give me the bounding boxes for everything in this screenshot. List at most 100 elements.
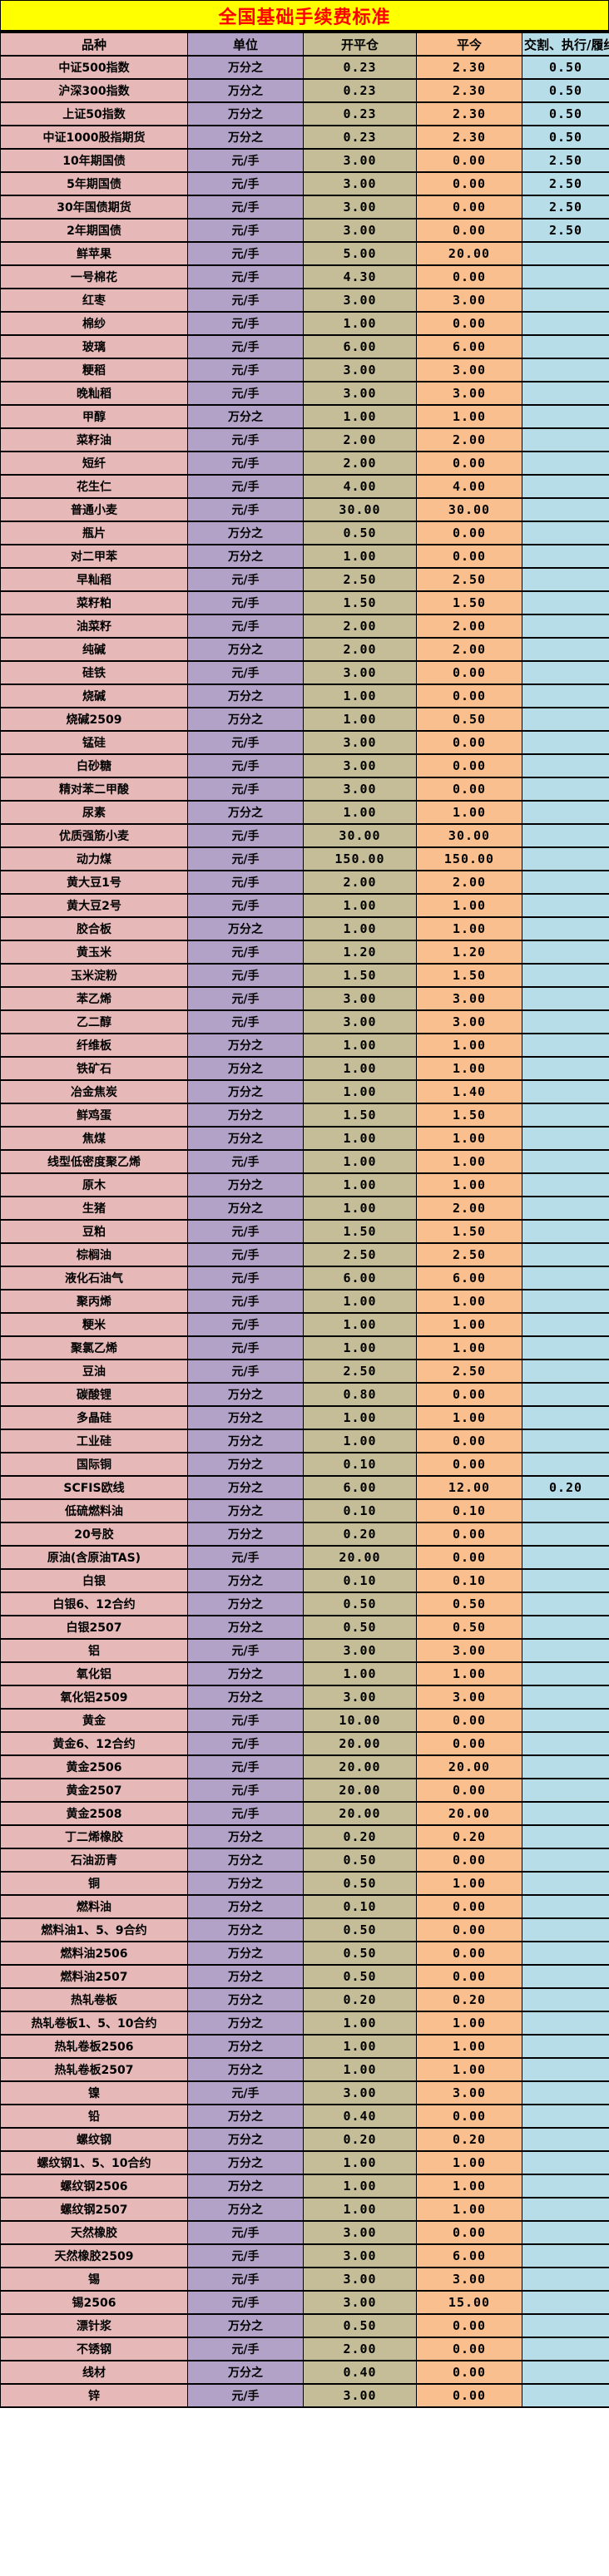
product-cell: 锡 xyxy=(0,2267,188,2292)
product-cell: 冶金焦炭 xyxy=(0,1079,188,1104)
open-close-fee-cell: 0.10 xyxy=(303,1498,417,1523)
delivery-fee-cell xyxy=(522,777,609,802)
table-row: 一号棉花 元/手 4.30 0.00 xyxy=(0,264,609,289)
table-row: 热轧卷板2506 万分之 1.00 1.00 xyxy=(0,2034,609,2059)
table-row: 烧碱 万分之 1.00 0.00 xyxy=(0,683,609,708)
unit-cell: 万分之 xyxy=(187,2104,304,2129)
close-today-fee-cell: 3.00 xyxy=(416,986,522,1011)
product-cell: 纤维板 xyxy=(0,1033,188,1058)
table-row: 锌 元/手 3.00 0.00 xyxy=(0,2383,609,2408)
open-close-fee-cell: 30.00 xyxy=(303,823,417,848)
product-cell: 天然橡胶2509 xyxy=(0,2243,188,2268)
open-close-fee-cell: 0.50 xyxy=(303,1591,417,1616)
delivery-fee-cell xyxy=(522,1545,609,1570)
delivery-fee-cell: 2.50 xyxy=(522,148,609,173)
table-row: 铁矿石 万分之 1.00 1.00 xyxy=(0,1056,609,1081)
open-close-fee-cell: 0.23 xyxy=(303,101,417,126)
delivery-fee-cell xyxy=(522,2360,609,2385)
product-cell: 聚丙烯 xyxy=(0,1289,188,1314)
delivery-fee-cell xyxy=(522,2197,609,2222)
product-cell: 一号棉花 xyxy=(0,264,188,289)
product-cell: 白银2507 xyxy=(0,1615,188,1640)
table-row: 动力煤 元/手 150.00 150.00 xyxy=(0,846,609,871)
close-today-fee-cell: 3.00 xyxy=(416,1009,522,1034)
table-row: 菜籽油 元/手 2.00 2.00 xyxy=(0,427,609,452)
delivery-fee-cell: 2.50 xyxy=(522,195,609,220)
close-today-fee-cell: 1.00 xyxy=(416,2174,522,2198)
table-row: 线型低密度聚乙烯 元/手 1.00 1.00 xyxy=(0,1149,609,1174)
open-close-fee-cell: 5.00 xyxy=(303,241,417,266)
unit-cell: 元/手 xyxy=(187,1708,304,1733)
table-row: 10年期国债 元/手 3.00 0.00 2.50 xyxy=(0,148,609,173)
open-close-fee-cell: 20.00 xyxy=(303,1754,417,1779)
product-cell: 菜籽油 xyxy=(0,427,188,452)
close-today-fee-cell: 3.00 xyxy=(416,1685,522,1710)
unit-cell: 万分之 xyxy=(187,2127,304,2152)
table-row: 锡 元/手 3.00 3.00 xyxy=(0,2267,609,2292)
close-today-fee-cell: 6.00 xyxy=(416,1266,522,1290)
delivery-fee-cell xyxy=(522,590,609,615)
close-today-fee-cell: 0.00 xyxy=(416,544,522,569)
close-today-fee-cell: 2.30 xyxy=(416,55,522,80)
open-close-fee-cell: 3.00 xyxy=(303,777,417,802)
close-today-fee-cell: 1.50 xyxy=(416,963,522,988)
unit-cell: 万分之 xyxy=(187,1452,304,1477)
delivery-fee-cell xyxy=(522,916,609,941)
table-row: 早籼稻 元/手 2.50 2.50 xyxy=(0,567,609,592)
table-row: 晚籼稻 元/手 3.00 3.00 xyxy=(0,381,609,406)
unit-cell: 元/手 xyxy=(187,2383,304,2408)
table-row: 螺纹钢2507 万分之 1.00 1.00 xyxy=(0,2197,609,2222)
table-row: 原木 万分之 1.00 1.00 xyxy=(0,1172,609,1197)
delivery-fee-cell xyxy=(522,1429,609,1453)
table-row: 纯碱 万分之 2.00 2.00 xyxy=(0,637,609,662)
delivery-fee-cell xyxy=(522,311,609,336)
unit-cell: 元/手 xyxy=(187,1359,304,1384)
table-row: 原油(含原油TAS) 元/手 20.00 0.00 xyxy=(0,1545,609,1570)
close-today-fee-cell: 1.00 xyxy=(416,1661,522,1686)
delivery-fee-cell xyxy=(522,637,609,662)
product-cell: 10年期国债 xyxy=(0,148,188,173)
unit-cell: 元/手 xyxy=(187,241,304,266)
product-cell: 2年期国债 xyxy=(0,218,188,243)
table-body: 中证500指数 万分之 0.23 2.30 0.50 沪深300指数 万分之 0… xyxy=(0,55,609,2408)
product-cell: 焦煤 xyxy=(0,1126,188,1151)
open-close-fee-cell: 1.00 xyxy=(303,1429,417,1453)
close-today-fee-cell: 2.50 xyxy=(416,1359,522,1384)
open-close-fee-cell: 3.00 xyxy=(303,195,417,220)
close-today-fee-cell: 12.00 xyxy=(416,1475,522,1500)
table-row: 石油沥青 万分之 0.50 0.00 xyxy=(0,1848,609,1873)
open-close-fee-cell: 1.00 xyxy=(303,311,417,336)
open-close-fee-cell: 6.00 xyxy=(303,334,417,359)
delivery-fee-cell xyxy=(522,1917,609,1942)
close-today-fee-cell: 0.00 xyxy=(416,218,522,243)
table-row: 多晶硅 万分之 1.00 1.00 xyxy=(0,1405,609,1430)
close-today-fee-cell: 0.00 xyxy=(416,753,522,778)
table-row: 聚氯乙烯 元/手 1.00 1.00 xyxy=(0,1335,609,1360)
close-today-fee-cell: 1.00 xyxy=(416,893,522,918)
delivery-fee-cell xyxy=(522,334,609,359)
table-row: 冶金焦炭 万分之 1.00 1.40 xyxy=(0,1079,609,1104)
delivery-fee-cell xyxy=(522,1522,609,1547)
product-cell: 黄金2508 xyxy=(0,1801,188,1826)
product-cell: 锰硅 xyxy=(0,730,188,755)
delivery-fee-cell xyxy=(522,2127,609,2152)
unit-cell: 万分之 xyxy=(187,707,304,732)
delivery-fee-cell xyxy=(522,1498,609,1523)
open-close-fee-cell: 1.00 xyxy=(303,1033,417,1058)
unit-cell: 万分之 xyxy=(187,1405,304,1430)
delivery-fee-cell xyxy=(522,497,609,522)
product-cell: 漂针浆 xyxy=(0,2313,188,2338)
header-open-close-fee: 开平仓 xyxy=(303,32,417,57)
table-row: 黄金6、12合约 元/手 20.00 0.00 xyxy=(0,1731,609,1756)
unit-cell: 万分之 xyxy=(187,55,304,80)
unit-cell: 万分之 xyxy=(187,521,304,545)
delivery-fee-cell xyxy=(522,451,609,476)
open-close-fee-cell: 1.00 xyxy=(303,404,417,429)
close-today-fee-cell: 3.00 xyxy=(416,358,522,382)
delivery-fee-cell xyxy=(522,1172,609,1197)
table-row: 黄金2507 元/手 20.00 0.00 xyxy=(0,1778,609,1803)
unit-cell: 万分之 xyxy=(187,2150,304,2175)
product-cell: 鲜苹果 xyxy=(0,241,188,266)
table-row: 甲醇 万分之 1.00 1.00 xyxy=(0,404,609,429)
close-today-fee-cell: 20.00 xyxy=(416,241,522,266)
